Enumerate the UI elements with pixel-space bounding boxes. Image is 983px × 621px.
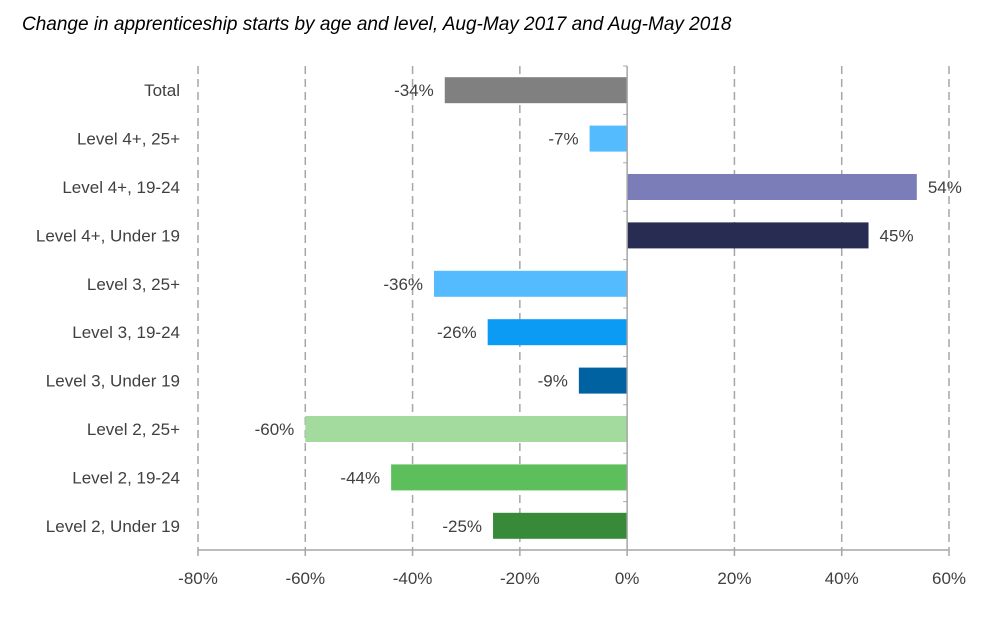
data-label: -26%: [437, 323, 477, 342]
data-label: -9%: [538, 372, 568, 391]
category-label: Level 3, 25+: [87, 275, 180, 294]
category-label: Level 4+, 19-24: [62, 178, 180, 197]
bar: [589, 125, 628, 152]
x-tick-label: -40%: [393, 569, 433, 588]
bar: [627, 174, 917, 200]
data-label: -7%: [548, 130, 578, 149]
category-label: Level 2, 19-24: [72, 468, 180, 487]
bar: [487, 319, 628, 346]
x-tick-label: 20%: [717, 569, 751, 588]
category-label: Level 4+, Under 19: [36, 226, 180, 245]
bar: [305, 416, 628, 442]
bar: [444, 77, 628, 104]
x-tick-label: -80%: [178, 569, 218, 588]
data-label: -44%: [340, 468, 380, 487]
data-label: 45%: [880, 226, 914, 245]
bar: [391, 464, 628, 491]
data-label: -34%: [394, 81, 434, 100]
x-tick-label: 0%: [615, 569, 640, 588]
bar: [434, 270, 628, 297]
category-label: Level 3, 19-24: [72, 323, 180, 342]
x-tick-label: 40%: [825, 569, 859, 588]
data-label: -36%: [383, 275, 423, 294]
bar: [578, 367, 628, 394]
data-label: -25%: [442, 517, 482, 536]
data-label: 54%: [928, 178, 962, 197]
category-label: Level 2, Under 19: [46, 517, 180, 536]
category-label: Level 3, Under 19: [46, 372, 180, 391]
chart-title: Change in apprenticeship starts by age a…: [22, 14, 732, 35]
category-label: Level 4+, 25+: [77, 130, 180, 149]
bars: [305, 77, 917, 539]
x-tick-label: 60%: [932, 569, 966, 588]
x-tick-label: -20%: [500, 569, 540, 588]
bar: [493, 512, 628, 539]
x-tick-label: -60%: [285, 569, 325, 588]
category-label: Total: [144, 81, 180, 100]
axes: [197, 65, 950, 556]
data-label: -60%: [255, 420, 295, 439]
category-label: Level 2, 25+: [87, 420, 180, 439]
bar: [627, 222, 869, 249]
labels: -80% -60% -40% -20% 0% 20% 40% 60% -34% Total -7% L…: [36, 81, 966, 588]
